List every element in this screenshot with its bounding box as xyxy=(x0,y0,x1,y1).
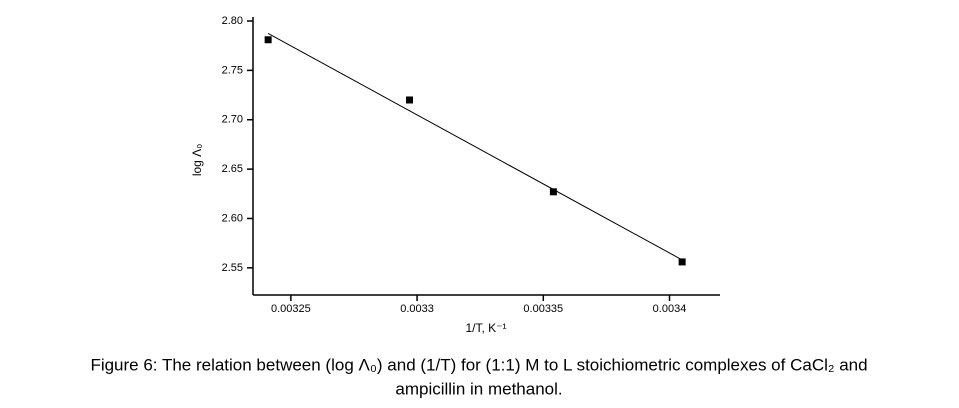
x-axis-label: 1/T, K⁻¹ xyxy=(465,321,506,335)
y-tick-label: 2.60 xyxy=(222,212,243,224)
y-tick-label: 2.75 xyxy=(222,64,243,76)
point xyxy=(406,96,414,104)
x-tick-label: 0.0034 xyxy=(653,303,687,315)
y-axis-label: log Λ₀ xyxy=(190,144,204,176)
y-tick-label: 2.70 xyxy=(222,114,243,126)
y-tick-label: 2.55 xyxy=(222,262,243,274)
point xyxy=(549,188,557,196)
x-tick-label: 0.00325 xyxy=(271,303,311,315)
y-tick-label: 2.65 xyxy=(222,163,243,175)
y-tick-label: 2.80 xyxy=(222,15,243,27)
x-tick-label: 0.00335 xyxy=(523,303,563,315)
caption-line: ampicillin in methanol. xyxy=(395,379,562,398)
x-tick-label: 0.0033 xyxy=(400,303,434,315)
caption-line: Figure 6: The relation between (log Λ₀) … xyxy=(90,355,867,374)
fit-line xyxy=(267,32,683,261)
point xyxy=(678,258,686,266)
point xyxy=(264,36,272,44)
